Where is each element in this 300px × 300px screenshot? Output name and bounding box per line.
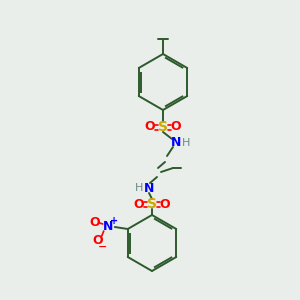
Text: N: N [144,182,154,194]
Text: S: S [158,120,168,134]
Text: H: H [182,138,190,148]
Text: N: N [103,220,113,233]
Text: O: O [171,121,181,134]
Text: O: O [89,217,100,230]
Text: O: O [134,197,144,211]
Text: O: O [160,197,170,211]
Text: N: N [171,136,181,149]
Text: H: H [135,183,143,193]
Text: O: O [145,121,155,134]
Text: +: + [110,216,118,226]
Text: O: O [92,233,103,247]
Text: S: S [147,197,157,211]
Text: −: − [98,242,107,252]
